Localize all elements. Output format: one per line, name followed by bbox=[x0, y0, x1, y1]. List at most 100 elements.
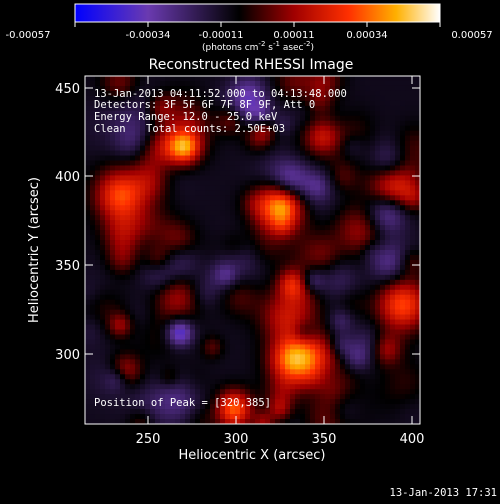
heatmap-cell bbox=[345, 200, 351, 206]
heatmap-cell bbox=[240, 105, 246, 112]
heatmap-cell bbox=[150, 85, 156, 92]
heatmap-cell bbox=[320, 230, 326, 236]
heatmap-cell bbox=[380, 284, 386, 291]
heatmap-cell bbox=[280, 110, 286, 117]
heatmap-cell bbox=[265, 334, 271, 340]
heatmap-cell bbox=[340, 180, 346, 186]
heatmap-cell bbox=[255, 274, 261, 281]
heatmap-cell bbox=[335, 299, 341, 305]
heatmap-cell bbox=[285, 394, 291, 400]
heatmap-cell bbox=[115, 384, 121, 390]
heatmap-cell bbox=[205, 274, 211, 281]
heatmap-cell bbox=[315, 220, 321, 226]
heatmap-cell bbox=[350, 274, 356, 281]
heatmap-cell bbox=[400, 344, 406, 350]
heatmap-cell bbox=[220, 344, 226, 350]
heatmap-cell bbox=[95, 379, 101, 385]
heatmap-cell bbox=[265, 145, 271, 151]
heatmap-cell bbox=[180, 105, 186, 112]
heatmap-cell bbox=[225, 349, 231, 355]
colorbar-tick-label: 0.00057 bbox=[451, 30, 492, 41]
heatmap-cell bbox=[310, 259, 316, 266]
heatmap-cell bbox=[135, 344, 141, 350]
heatmap-cell bbox=[220, 240, 226, 246]
heatmap-cell bbox=[165, 80, 171, 87]
heatmap-cell bbox=[260, 339, 266, 345]
heatmap-cell bbox=[350, 130, 356, 136]
heatmap-cell bbox=[380, 110, 386, 117]
heatmap-cell bbox=[215, 135, 221, 141]
heatmap-cell bbox=[265, 105, 271, 112]
heatmap-cell bbox=[235, 264, 241, 271]
heatmap-cell bbox=[195, 294, 201, 301]
heatmap-cell bbox=[365, 135, 371, 141]
heatmap-cell bbox=[130, 264, 136, 271]
heatmap-cell bbox=[160, 404, 166, 410]
heatmap-cell bbox=[100, 210, 106, 216]
heatmap-cell bbox=[270, 180, 276, 186]
heatmap-cell bbox=[370, 314, 376, 320]
heatmap-cell bbox=[390, 170, 396, 176]
heatmap-cell bbox=[165, 195, 171, 201]
heatmap-cell bbox=[340, 404, 346, 410]
heatmap-cell bbox=[85, 95, 91, 102]
heatmap-cell bbox=[415, 404, 421, 410]
heatmap-cell bbox=[160, 349, 166, 355]
heatmap-cell bbox=[255, 254, 261, 261]
heatmap-cell bbox=[305, 95, 311, 102]
heatmap-cell bbox=[200, 274, 206, 281]
heatmap-cell bbox=[285, 269, 291, 276]
heatmap-cell bbox=[230, 85, 236, 92]
heatmap-cell bbox=[200, 125, 206, 131]
heatmap-cell bbox=[125, 95, 131, 102]
heatmap-cell bbox=[380, 404, 386, 410]
heatmap-cell bbox=[180, 135, 186, 141]
heatmap-cell bbox=[415, 364, 421, 370]
heatmap-cell bbox=[320, 299, 326, 305]
heatmap-cell bbox=[255, 404, 261, 410]
heatmap-cell bbox=[405, 384, 411, 390]
heatmap-cell bbox=[260, 105, 266, 112]
heatmap-cell bbox=[365, 250, 371, 256]
plot-title: Reconstructed RHESSI Image bbox=[149, 57, 354, 73]
heatmap-cell bbox=[305, 279, 311, 286]
heatmap-cell bbox=[305, 210, 311, 216]
heatmap-cell bbox=[375, 324, 381, 330]
heatmap-cell bbox=[350, 240, 356, 246]
heatmap-cell bbox=[315, 364, 321, 370]
heatmap-cell bbox=[310, 76, 316, 82]
heatmap-cell bbox=[160, 80, 166, 87]
heatmap-cell bbox=[160, 95, 166, 102]
heatmap-cell bbox=[405, 110, 411, 117]
heatmap-cell bbox=[340, 334, 346, 340]
heatmap-cell bbox=[300, 145, 306, 151]
heatmap-cell bbox=[170, 240, 176, 246]
heatmap-cell bbox=[165, 399, 171, 405]
heatmap-cell bbox=[145, 250, 151, 256]
heatmap-cell bbox=[310, 125, 316, 131]
heatmap-cell bbox=[350, 100, 356, 107]
heatmap-cell bbox=[360, 130, 366, 136]
heatmap-cell bbox=[210, 120, 216, 127]
heatmap-cell bbox=[130, 170, 136, 176]
heatmap-cell bbox=[330, 354, 336, 360]
heatmap-cell bbox=[95, 309, 101, 315]
heatmap-cell bbox=[275, 160, 281, 166]
heatmap-cell bbox=[335, 125, 341, 131]
heatmap-cell bbox=[160, 364, 166, 370]
heatmap-cell bbox=[330, 304, 336, 310]
heatmap-cell bbox=[300, 100, 306, 107]
heatmap-cell bbox=[410, 235, 416, 241]
heatmap-cell bbox=[140, 110, 146, 117]
heatmap-cell bbox=[395, 269, 401, 276]
heatmap-cell bbox=[115, 304, 121, 310]
heatmap-cell bbox=[130, 165, 136, 171]
heatmap-cell bbox=[340, 304, 346, 310]
heatmap-cell bbox=[345, 240, 351, 246]
heatmap-cell bbox=[270, 369, 276, 375]
heatmap-cell bbox=[230, 409, 236, 415]
heatmap-cell bbox=[410, 329, 416, 335]
heatmap-cell bbox=[120, 205, 126, 211]
heatmap-cell bbox=[200, 100, 206, 107]
heatmap-cell bbox=[325, 150, 331, 156]
